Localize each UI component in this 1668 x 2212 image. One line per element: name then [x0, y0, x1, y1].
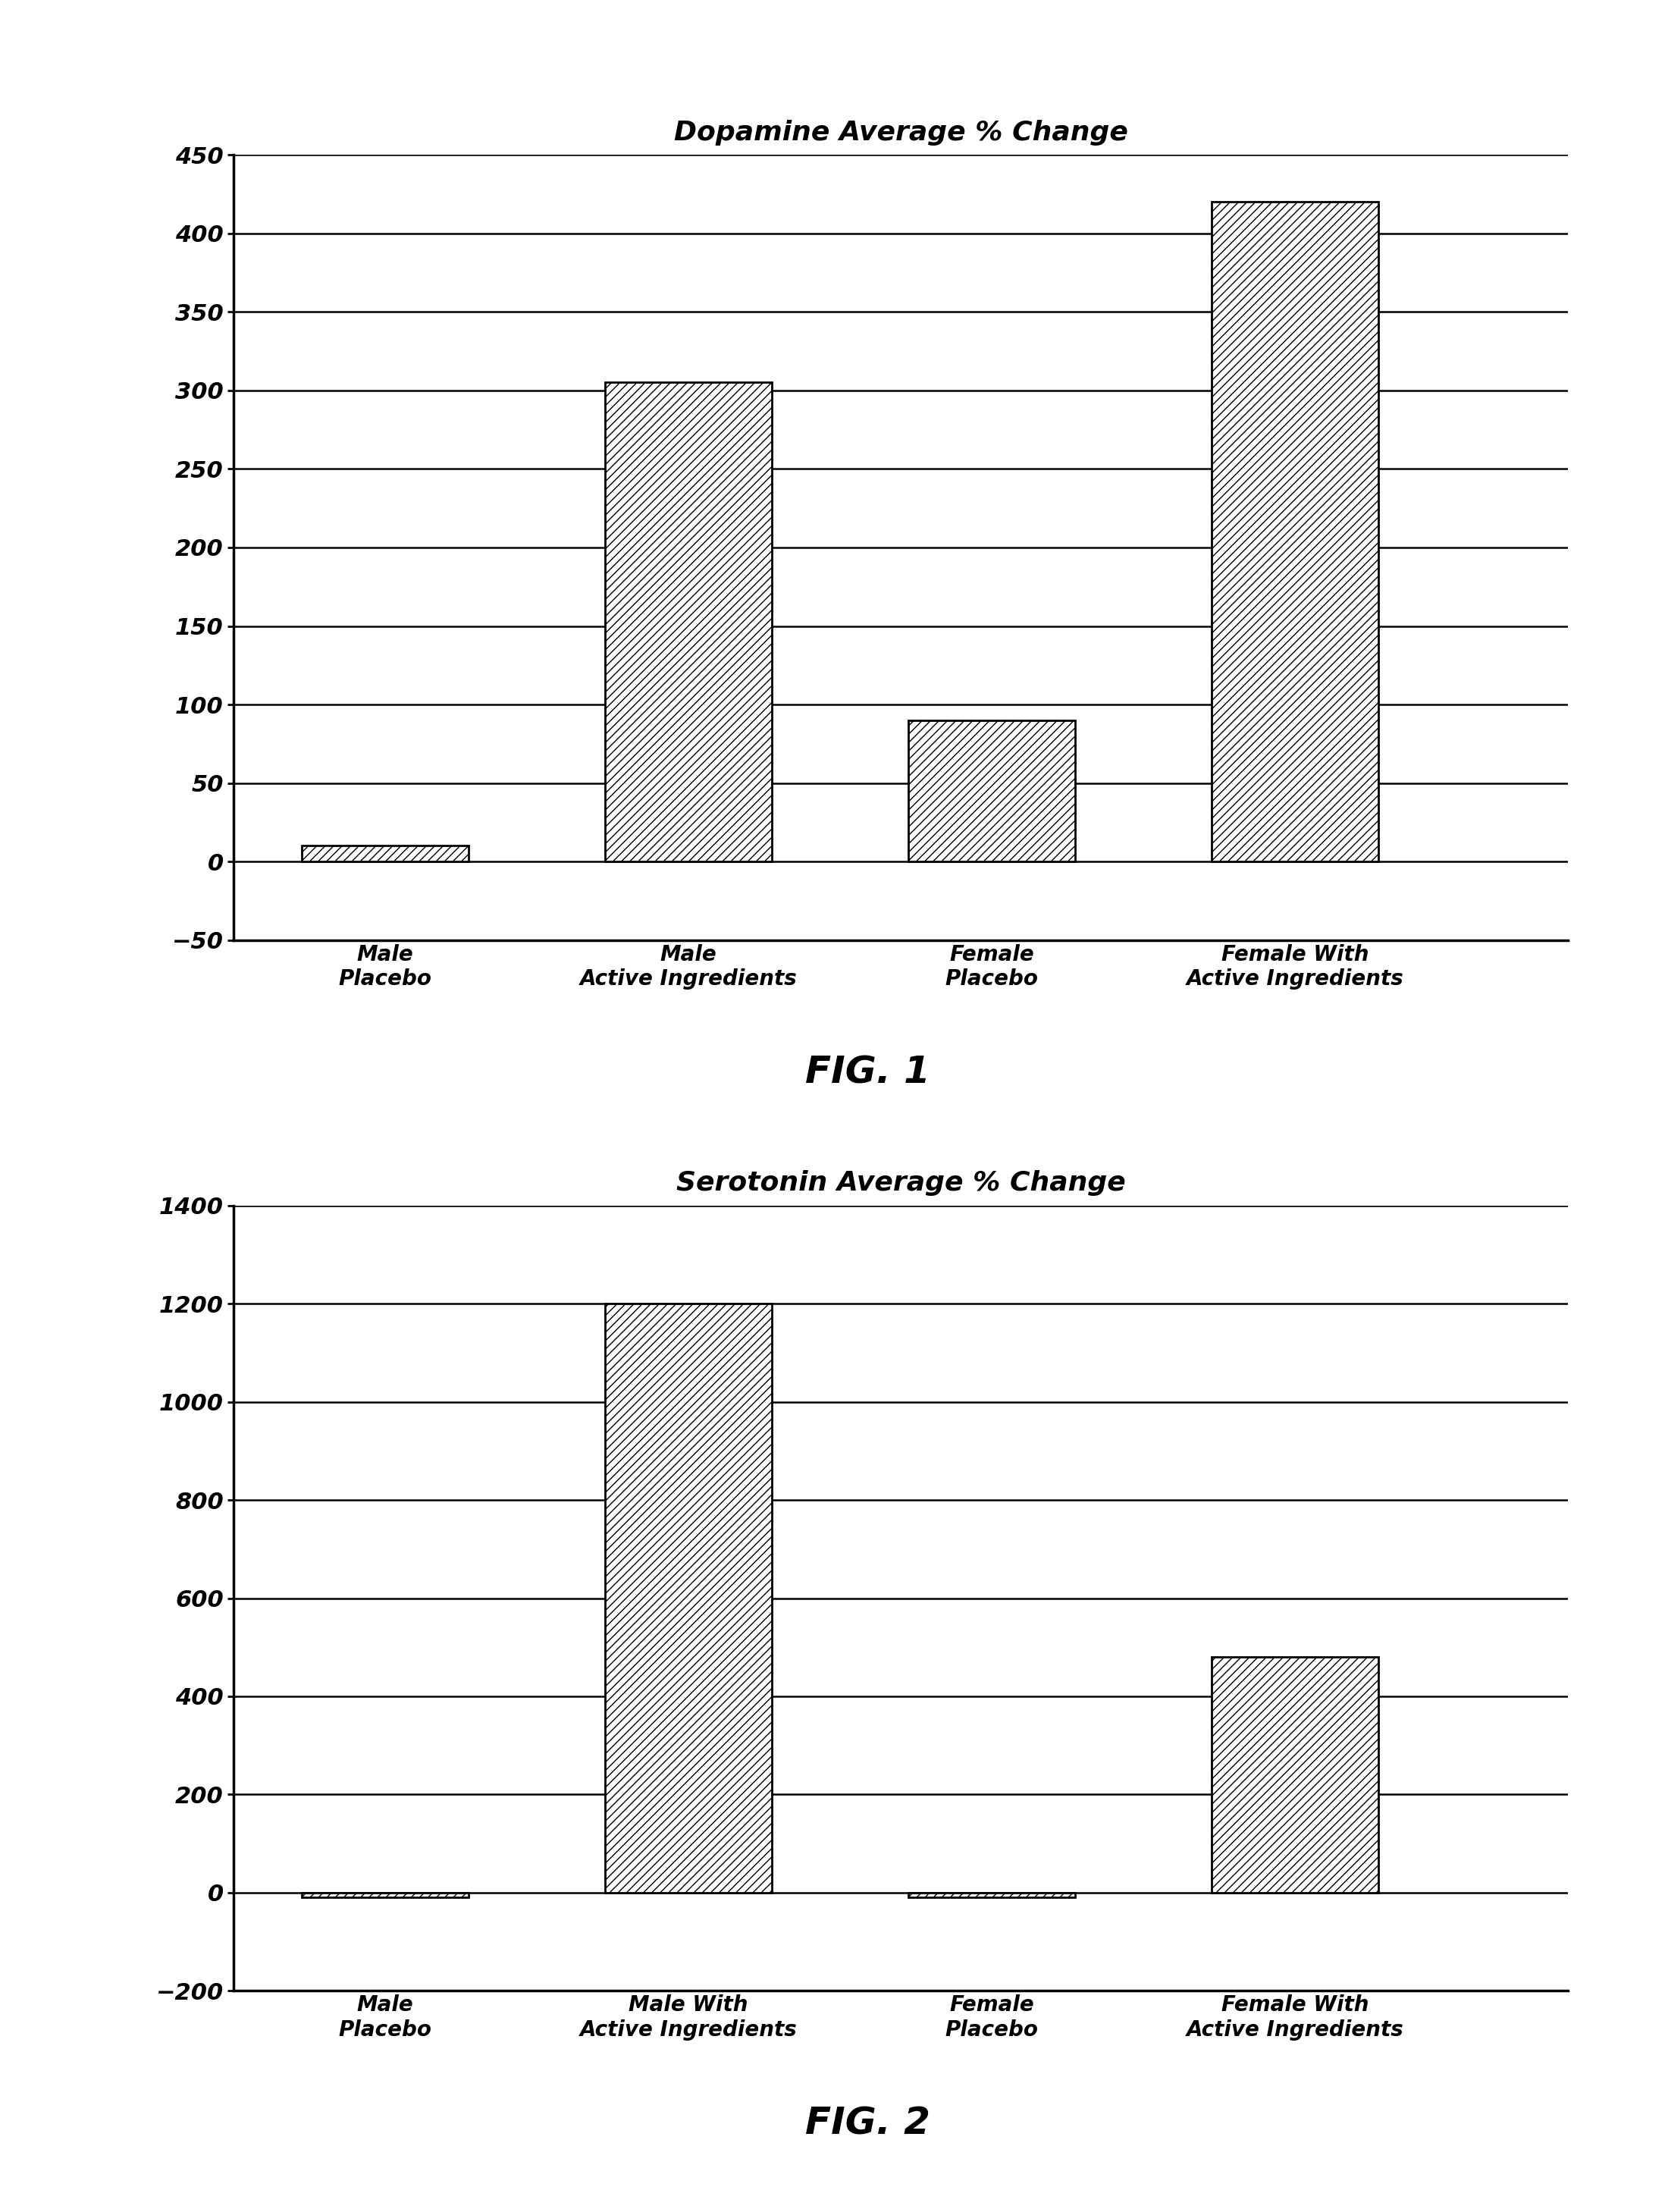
Bar — [909, 721, 1076, 863]
Text: FIG. 1: FIG. 1 — [806, 1055, 929, 1091]
Bar — [605, 1303, 772, 1893]
Bar — [302, 1893, 469, 1898]
Bar — [605, 383, 772, 863]
Bar — [909, 1893, 1076, 1898]
Bar — [1211, 201, 1378, 863]
Bar — [302, 845, 469, 863]
Text: FIG. 2: FIG. 2 — [806, 2106, 929, 2141]
Title: Serotonin Average % Change: Serotonin Average % Change — [676, 1170, 1126, 1197]
Bar — [1211, 1657, 1378, 1893]
Title: Dopamine Average % Change: Dopamine Average % Change — [674, 119, 1128, 146]
